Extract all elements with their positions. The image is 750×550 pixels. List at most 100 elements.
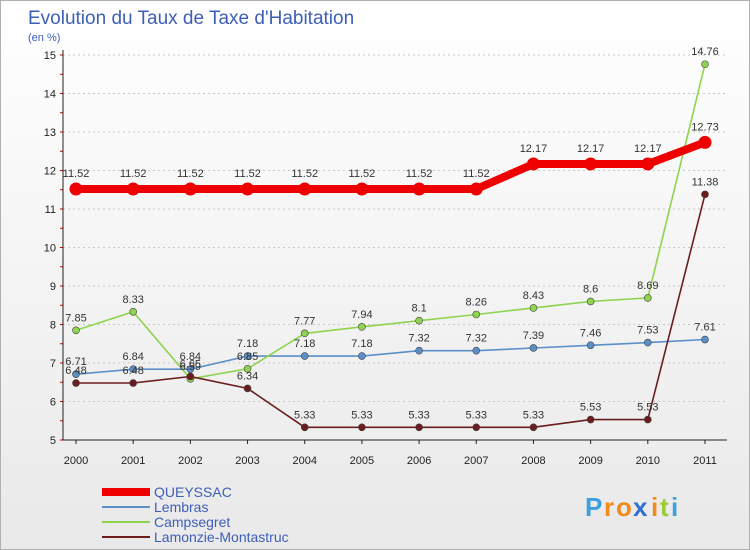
data-label: 6.71 [65,356,86,368]
data-label: 6.65 [180,358,201,370]
data-point [243,352,252,360]
data-point [300,352,309,360]
data-point [701,190,709,199]
x-tick-label: 2001 [121,455,145,467]
data-point [186,365,195,373]
y-tick-label: 5 [50,435,56,447]
data-point [472,310,481,319]
x-tick-label: 2000 [64,455,88,467]
gridlines [63,54,727,441]
data-point [641,157,655,171]
data-label: 11.52 [63,168,90,180]
logo-letter: i [671,492,678,522]
y-tick-label: 7 [50,358,56,370]
series-line-lembras [75,338,706,376]
data-point [415,316,423,325]
data-point [701,335,709,344]
data-point [298,182,312,196]
data-label: 11.52 [177,168,204,180]
y-tick-label: 9 [50,281,56,293]
data-point [358,323,366,331]
logo-letter: P [585,492,602,522]
data-point [526,157,540,171]
y-tick-label: 12 [44,166,56,178]
series-layer [69,60,712,432]
data-point [243,364,252,373]
data-label: 7.77 [294,315,315,327]
data-point [69,182,83,196]
x-tick-label: 2005 [350,455,374,467]
data-point [355,182,369,196]
data-point [243,384,252,393]
data-label: 8.6 [583,283,598,295]
data-label: 11.52 [349,168,376,180]
data-point [529,423,538,432]
data-label: 12.17 [520,143,548,155]
legend-label: Lamonzie-Montastruc [154,529,289,545]
data-point [129,365,137,373]
y-tick-label: 11 [45,204,56,216]
data-label: 5.33 [408,409,429,421]
x-tick-label: 2004 [292,455,316,467]
data-label: 12.17 [577,143,605,155]
data-label: 11.52 [291,168,318,180]
logo-letter: x [633,492,648,522]
y-tick-label: 10 [44,243,56,255]
x-tick-label: 2003 [235,455,259,467]
data-point [358,423,366,432]
legend-label: QUEYSSAC [154,484,232,500]
logo-letter: t [660,492,669,522]
data-label: 7.46 [580,327,601,339]
data-label: 7.18 [351,338,372,350]
data-point [472,346,481,355]
x-tick-label: 2011 [693,455,717,467]
data-label: 14.76 [691,46,719,58]
data-point [644,415,652,424]
data-point [241,182,255,196]
legend: QUEYSSACLembrasCampsegretLamonzie-Montas… [102,484,289,545]
logo-letter: r [604,492,614,522]
data-point [701,60,709,69]
data-point [469,182,483,196]
data-point [300,423,309,432]
data-point [412,182,426,196]
data-label: 5.33 [351,409,372,421]
data-label: 7.53 [637,325,658,337]
data-label: 8.1 [411,303,426,315]
data-label: 7.32 [466,333,487,345]
data-label: 11.52 [234,168,261,180]
data-point [586,341,595,350]
data-label: 5.53 [580,402,601,414]
legend-label: Campsegret [154,514,230,530]
data-label: 11.52 [406,168,433,180]
data-label: 7.18 [294,338,315,350]
data-point [529,344,538,352]
chart-subtitle: (en %) [28,32,60,44]
data-label: 7.39 [523,330,544,342]
data-label: 12.73 [691,121,719,133]
x-tick-label: 2002 [178,455,202,467]
data-label: 6.34 [237,370,258,382]
data-label: 7.94 [351,309,372,321]
data-label: 5.33 [466,409,487,421]
data-point [415,423,423,432]
data-point [415,346,423,355]
data-label: 6.84 [122,351,143,363]
data-label: 11.52 [463,168,490,180]
data-label: 7.32 [408,333,429,345]
data-point [472,423,481,432]
data-label: 12.17 [634,143,662,155]
series-line-queyssac [72,138,709,193]
data-label: 6.59 [180,361,201,373]
data-label: 8.26 [466,296,487,308]
y-tick-label: 6 [50,397,56,409]
data-label: 6.84 [180,351,201,363]
data-labels: 11.52 11.52 11.52 11.52 11.52 11.52 11.52 11.52… [63,46,719,421]
legend-label: Lembras [154,499,208,515]
data-point [72,379,80,387]
y-tick-label: 13 [44,127,56,139]
data-label: 6.48 [65,365,86,377]
data-point [183,182,197,196]
